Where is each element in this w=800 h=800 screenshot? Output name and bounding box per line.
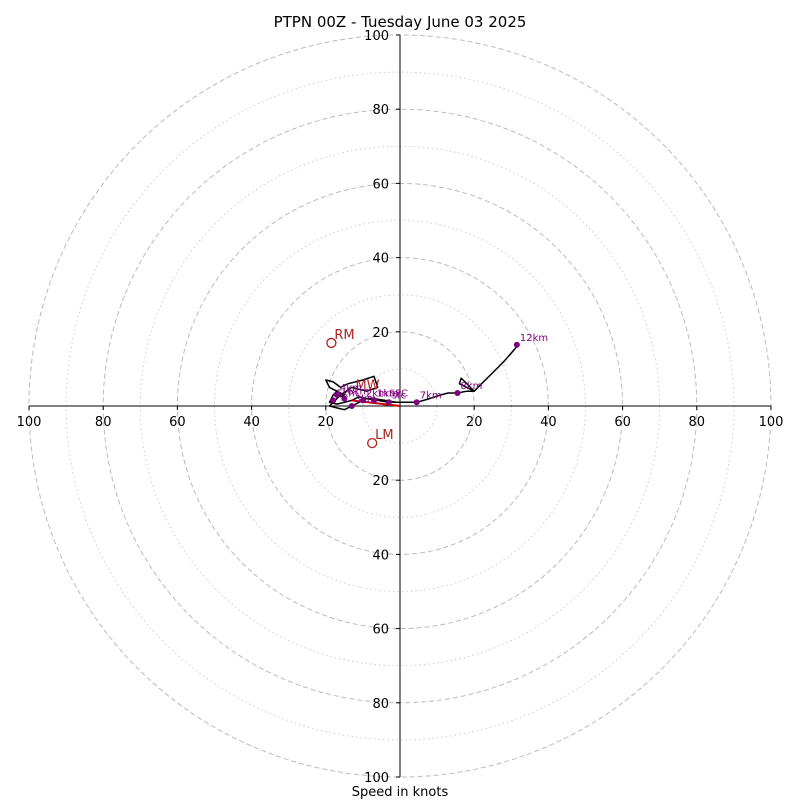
sfc-label: SFC xyxy=(389,389,408,400)
y-tick-label: 100 xyxy=(364,29,389,44)
height-marker-label: 7km xyxy=(420,390,442,401)
storm-motion-marker xyxy=(326,337,337,349)
y-tick-label: 20 xyxy=(372,474,389,489)
x-axis-label: Speed in knots xyxy=(352,785,449,800)
height-marker-label: 1km xyxy=(377,388,399,399)
y-tick-label: 40 xyxy=(372,548,389,563)
x-tick-label: 80 xyxy=(689,415,706,430)
mean-wind-label: MW xyxy=(355,378,379,393)
hodograph-trace: MW SFC xyxy=(325,346,518,411)
x-tick-label: 60 xyxy=(614,415,631,430)
x-tick-label: 40 xyxy=(540,415,557,430)
height-marker-point xyxy=(513,341,520,348)
height-marker-point xyxy=(359,397,366,404)
y-tick-label: 100 xyxy=(364,771,389,786)
height-marker-label: 3km xyxy=(355,394,377,405)
height-marker-label: 6km xyxy=(347,387,369,398)
x-tick-label: 60 xyxy=(169,415,186,430)
x-tick-label: 20 xyxy=(466,415,483,430)
height-marker-label: 2km xyxy=(366,388,388,399)
y-tick-label: 40 xyxy=(372,252,389,267)
y-tick-label: 20 xyxy=(372,326,389,341)
height-marker-point xyxy=(454,390,461,397)
x-tick-label: 80 xyxy=(95,415,112,430)
x-tick-label: 100 xyxy=(759,415,784,430)
height-marker-point xyxy=(385,399,392,406)
x-tick-label: 100 xyxy=(17,415,42,430)
height-marker-point xyxy=(371,397,378,404)
storm-motion-label: LM xyxy=(375,428,393,443)
tick-labels: 100 80 60 40 20 20 40 60 80 100 100 80 60 40 20 20 40 60 8… xyxy=(17,29,784,786)
height-marker-point xyxy=(341,395,348,402)
y-tick-label: 80 xyxy=(372,103,389,118)
storm-motion-label: RM xyxy=(334,328,354,343)
height-marker-label: 4km xyxy=(340,383,362,394)
height-marker-label: 5km xyxy=(336,388,358,399)
height-marker-point xyxy=(330,397,337,404)
height-marker-label: 12km xyxy=(520,333,548,344)
hodograph-line xyxy=(325,346,518,411)
storm-motion: RM LM xyxy=(326,328,394,449)
y-tick-label: 80 xyxy=(372,697,389,712)
y-tick-label: 60 xyxy=(372,623,389,638)
x-tick-label: 40 xyxy=(243,415,260,430)
x-tick-label: 20 xyxy=(318,415,335,430)
height-marker-point xyxy=(348,403,355,409)
chart-title: PTPN 00Z - Tuesday June 03 2025 xyxy=(274,13,527,31)
storm-motion-marker xyxy=(367,437,378,449)
height-marker-label: 8km xyxy=(461,381,483,392)
height-marker-point xyxy=(413,399,420,406)
sfc-shear-line xyxy=(351,399,401,407)
y-tick-label: 60 xyxy=(372,177,389,192)
height-marker-point xyxy=(333,391,340,398)
height-marker-label: sfc xyxy=(392,390,406,401)
